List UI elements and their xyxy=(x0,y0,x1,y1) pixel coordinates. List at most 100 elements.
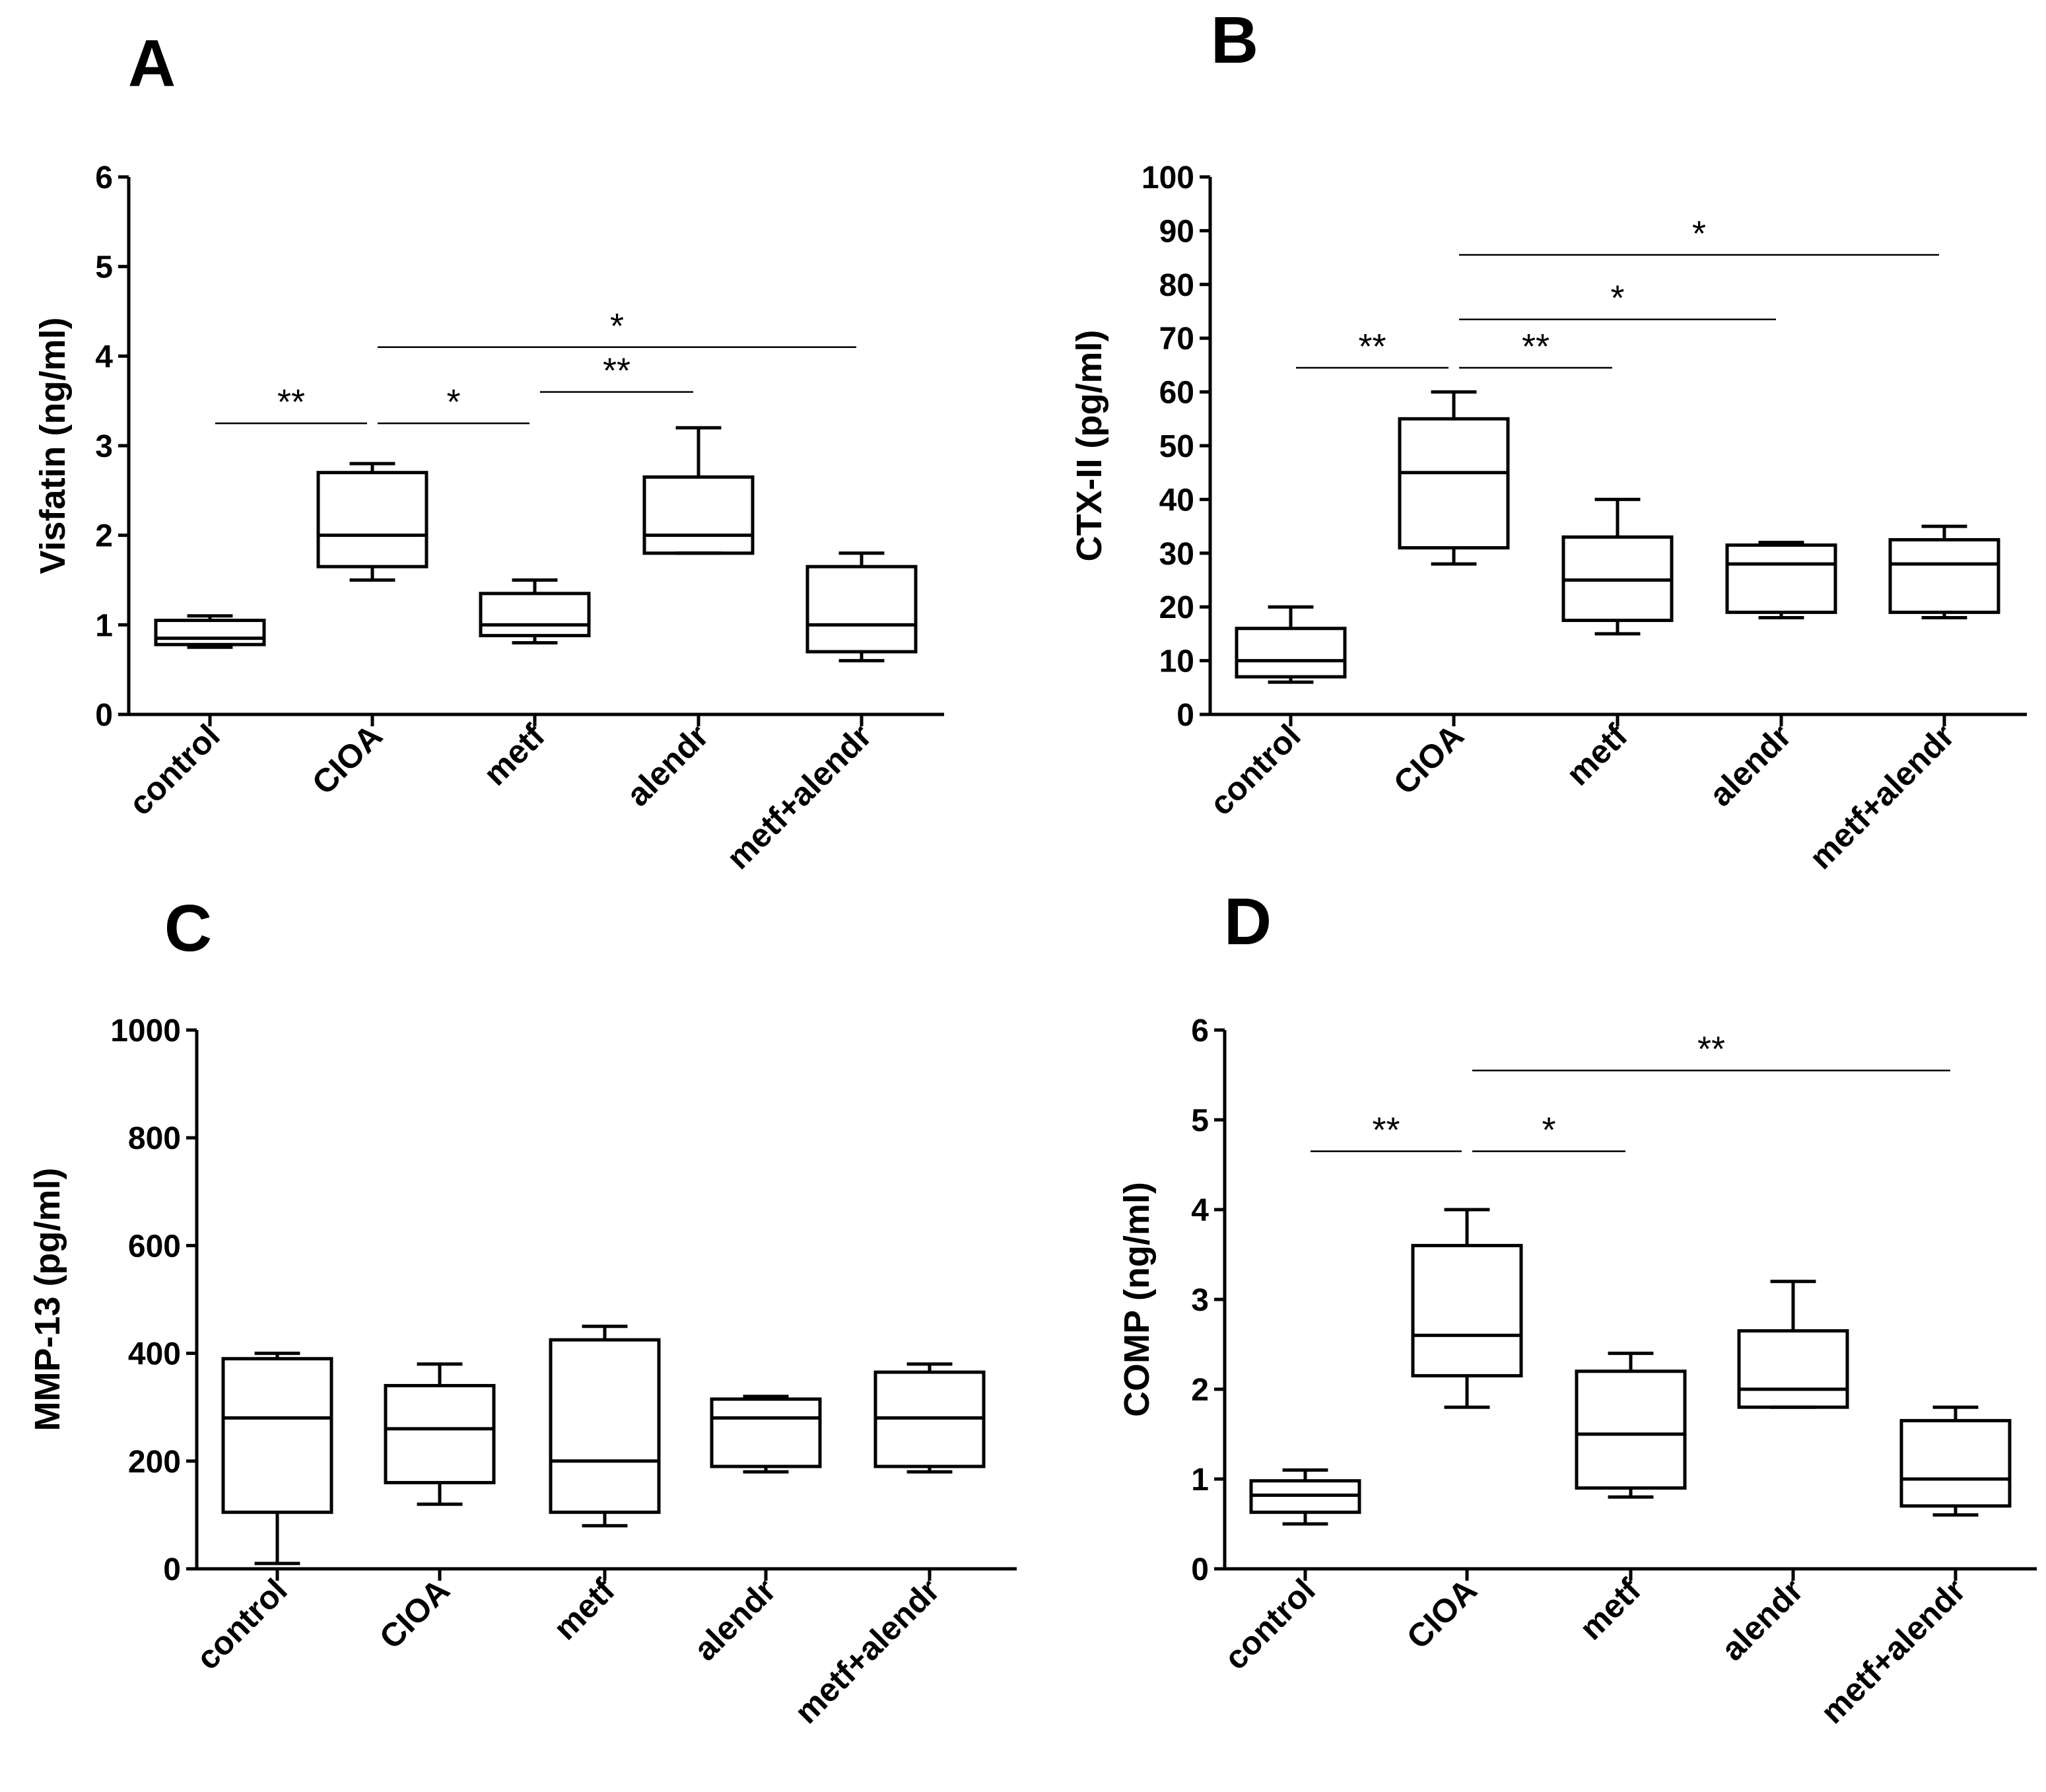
box-cioa xyxy=(384,1362,496,1506)
y-tick-label: 0 xyxy=(163,1552,181,1587)
panel-letter: B xyxy=(1211,3,1258,77)
y-tick-label: 4 xyxy=(1191,1193,1209,1228)
y-axis-label: COMP (ng/ml) xyxy=(1117,1182,1157,1417)
x-category-label: alendr xyxy=(619,717,716,813)
x-category-label: metf xyxy=(1559,717,1635,792)
panel-letter: C xyxy=(164,891,212,965)
y-tick-label: 70 xyxy=(1159,322,1194,357)
x-category-label: control xyxy=(189,1571,294,1676)
box-iqr xyxy=(1888,537,2000,614)
box-control xyxy=(1235,605,1347,684)
significance-label: ** xyxy=(1372,1111,1400,1150)
box-iqr xyxy=(1725,543,1837,614)
y-tick-label: 0 xyxy=(95,698,113,733)
box-alendr xyxy=(710,1395,822,1474)
significance-label: * xyxy=(1692,214,1706,254)
x-category-label: metf xyxy=(547,1571,622,1647)
y-tick-label: 100 xyxy=(1142,160,1194,195)
y-axis-label: CTX-II (pg/ml) xyxy=(1070,330,1109,562)
x-category-label: CIOA xyxy=(372,1571,457,1656)
box-iqr xyxy=(316,471,428,569)
box-alendr xyxy=(642,426,755,555)
y-tick-label: 3 xyxy=(1191,1283,1209,1318)
significance-label: * xyxy=(1610,279,1624,318)
significance-label: ** xyxy=(277,382,305,422)
x-category-label: CIOA xyxy=(1386,717,1471,802)
x-category-label: CIOA xyxy=(305,717,390,802)
box-metf xyxy=(479,578,591,644)
box-metf xyxy=(1575,1352,1687,1499)
chart-panel-a: A Visfatin (ng/ml) 0 1 2 3 4 5 6 control CIOA metf a… xyxy=(33,26,944,876)
x-category-label: metf+alendr xyxy=(720,717,879,876)
y-tick-label: 80 xyxy=(1159,268,1194,303)
x-category-label: metf xyxy=(477,717,552,792)
x-category-label: CIOA xyxy=(1400,1571,1484,1656)
box-metf-alendr xyxy=(805,551,918,663)
significance-label: ** xyxy=(1697,1029,1725,1069)
chart-panel-d: D COMP (ng/ml) 0 1 2 3 4 5 6 control CIOA metf alend… xyxy=(1117,885,2037,1731)
x-category-label: metf xyxy=(1573,1571,1648,1647)
box-cioa xyxy=(1411,1208,1523,1409)
box-control xyxy=(1249,1468,1361,1526)
significance-label: ** xyxy=(603,351,631,391)
box-iqr xyxy=(1398,417,1510,550)
y-tick-label: 10 xyxy=(1159,644,1194,679)
y-tick-label: 4 xyxy=(95,339,113,374)
box-metf xyxy=(549,1325,661,1528)
box-iqr xyxy=(1235,627,1347,679)
significance-label: * xyxy=(446,382,460,422)
x-category-label: metf+alendr xyxy=(1814,1571,1973,1731)
box-iqr xyxy=(221,1357,333,1514)
y-tick-label: 1 xyxy=(95,608,113,643)
y-tick-label: 2 xyxy=(95,519,113,554)
box-iqr xyxy=(805,565,918,654)
box-control xyxy=(221,1352,333,1566)
x-category-label: metf+alendr xyxy=(788,1571,947,1731)
y-tick-label: 5 xyxy=(95,250,113,285)
significance-label: * xyxy=(1542,1111,1555,1150)
y-tick-label: 1 xyxy=(1191,1463,1209,1498)
y-tick-label: 40 xyxy=(1159,483,1194,518)
box-control xyxy=(154,614,266,649)
x-category-label: control xyxy=(1217,1571,1322,1676)
box-iqr xyxy=(549,1338,661,1514)
y-tick-label: 3 xyxy=(95,429,113,464)
y-tick-label: 0 xyxy=(1191,1552,1209,1587)
x-category-label: metf+alendr xyxy=(1802,717,1961,876)
y-axis-label: Visfatin (ng/ml) xyxy=(33,317,73,574)
box-iqr xyxy=(479,592,591,638)
y-tick-label: 6 xyxy=(95,160,113,195)
box-alendr xyxy=(1737,1280,1849,1409)
y-tick-label: 800 xyxy=(128,1121,181,1156)
y-tick-label: 2 xyxy=(1191,1373,1209,1408)
y-tick-label: 0 xyxy=(1176,698,1194,733)
y-tick-label: 30 xyxy=(1159,537,1194,572)
y-tick-label: 60 xyxy=(1159,376,1194,411)
significance-label: ** xyxy=(1358,327,1386,366)
y-tick-label: 200 xyxy=(128,1445,181,1480)
y-axis-label: MMP-13 (pg/ml) xyxy=(28,1168,67,1431)
y-tick-label: 90 xyxy=(1159,214,1194,249)
chart-panel-b: B CTX-II (pg/ml) 0 10 20 30 40 50 60 70 80 90 100 con… xyxy=(1070,3,2027,876)
box-iqr xyxy=(710,1397,822,1468)
box-cioa xyxy=(1398,390,1510,566)
x-category-label: control xyxy=(1202,717,1307,822)
box-iqr xyxy=(642,475,755,555)
panel-letter: A xyxy=(128,26,176,100)
x-category-label: alendr xyxy=(1714,1571,1810,1668)
box-iqr xyxy=(1899,1419,2012,1508)
box-metf xyxy=(1561,497,1674,636)
y-tick-label: 50 xyxy=(1159,429,1194,464)
y-tick-label: 20 xyxy=(1159,590,1194,625)
significance-label: ** xyxy=(1522,327,1550,366)
box-iqr xyxy=(384,1384,496,1484)
panel-letter: D xyxy=(1224,885,1272,959)
x-category-label: alendr xyxy=(1702,717,1798,813)
x-category-label: control xyxy=(121,717,226,822)
box-iqr xyxy=(154,619,266,646)
box-iqr xyxy=(1575,1369,1687,1490)
y-tick-label: 6 xyxy=(1191,1014,1209,1049)
y-tick-label: 600 xyxy=(128,1229,181,1264)
box-alendr xyxy=(1725,541,1837,619)
